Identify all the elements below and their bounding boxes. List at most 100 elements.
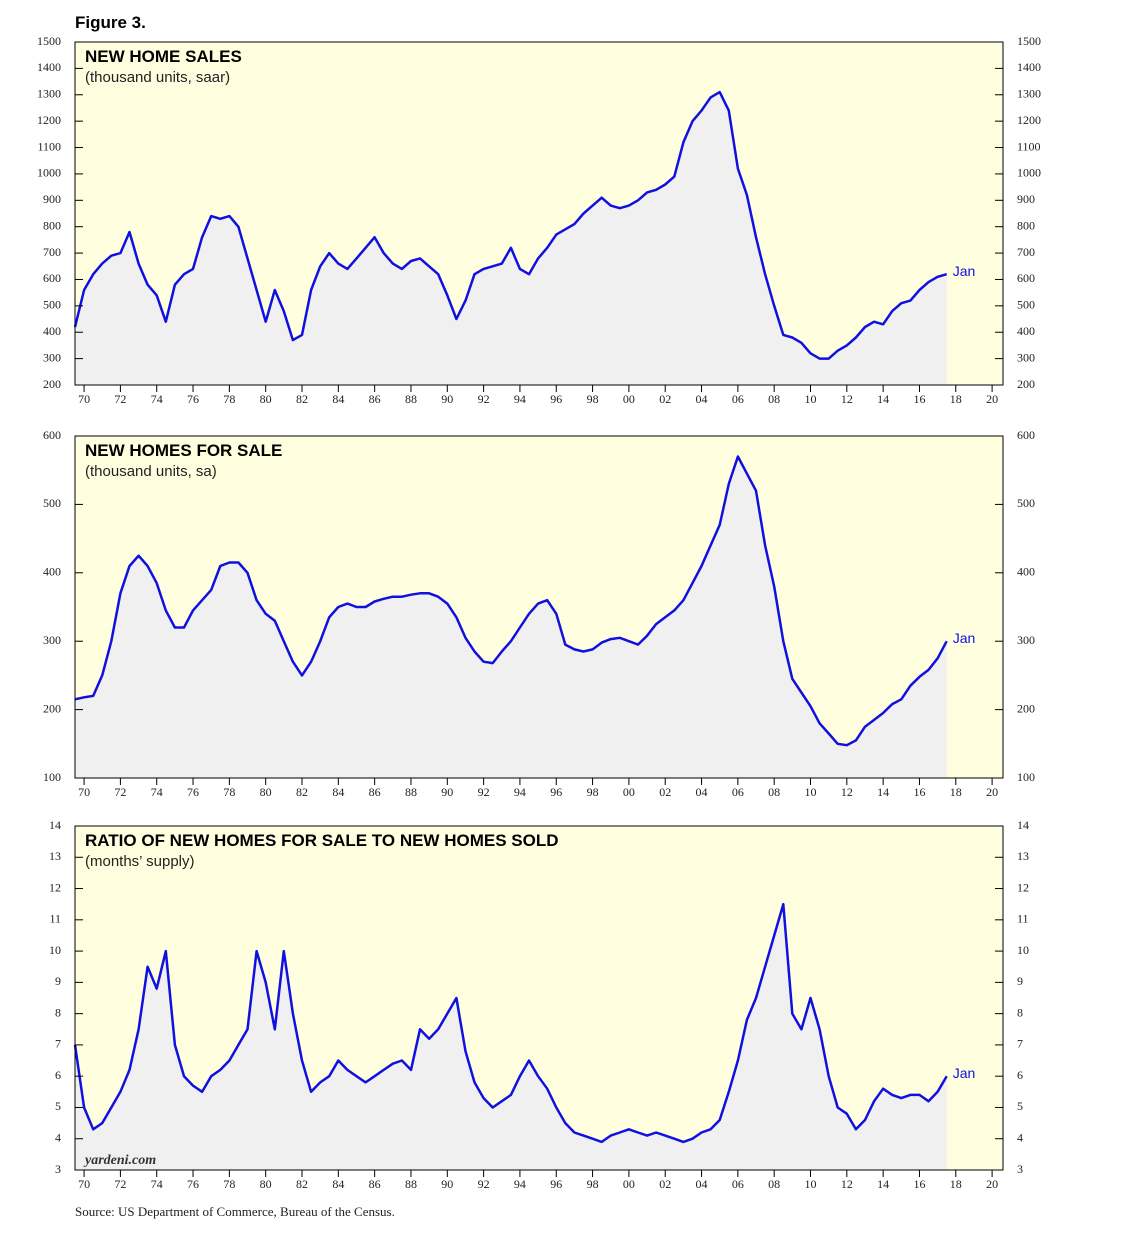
y-tick-label: 7	[55, 1037, 61, 1051]
series-line	[73, 902, 948, 1144]
x-tick-label: 18	[950, 1177, 962, 1191]
x-tick-label: 88	[405, 392, 417, 406]
y-tick-label: 500	[43, 496, 61, 510]
x-tick-label: 86	[369, 1177, 381, 1191]
y-tick-label: 200	[43, 377, 61, 391]
y-tick-label: 900	[43, 192, 61, 206]
series-line	[74, 455, 948, 747]
x-tick-label: 80	[260, 1177, 272, 1191]
x-tick-label: 04	[696, 1177, 708, 1191]
x-tick-label: 10	[804, 785, 816, 799]
x-tick-label: 78	[223, 1177, 235, 1191]
x-tick-label: 90	[441, 785, 453, 799]
y2-tick-label: 1000	[1017, 166, 1041, 180]
x-tick-label: 14	[877, 392, 889, 406]
x-tick-label: 86	[369, 785, 381, 799]
x-tick-label: 74	[151, 392, 163, 406]
x-tick-label: 08	[768, 1177, 780, 1191]
y2-tick-label: 100	[1017, 770, 1035, 784]
x-tick-label: 14	[877, 1177, 889, 1191]
y2-tick-label: 500	[1017, 496, 1035, 510]
plot-frame	[74, 825, 1004, 1171]
x-tick-label: 70	[78, 1177, 90, 1191]
x-tick-label: 12	[841, 392, 853, 406]
y2-tick-label: 14	[1017, 818, 1029, 832]
x-tick-label: 08	[768, 785, 780, 799]
y-tick-label: 400	[43, 565, 61, 579]
x-tick-label: 72	[114, 392, 126, 406]
y2-tick-label: 7	[1017, 1037, 1023, 1051]
y-tick-label: 13	[49, 849, 61, 863]
x-tick-label: 92	[478, 1177, 490, 1191]
y2-tick-label: 500	[1017, 298, 1035, 312]
x-tick-label: 78	[223, 785, 235, 799]
x-tick-label: 72	[114, 1177, 126, 1191]
x-tick-label: 92	[478, 785, 490, 799]
x-tick-label: 98	[587, 392, 599, 406]
x-tick-label: 86	[369, 392, 381, 406]
y-tick-label: 1300	[37, 87, 61, 101]
chart-title: NEW HOMES FOR SALE	[85, 441, 282, 460]
area	[75, 904, 947, 1170]
x-tick-label: 16	[913, 392, 925, 406]
annotation: Jan	[953, 1065, 976, 1081]
y-tick-label: 1200	[37, 113, 61, 127]
y-tick-label: 400	[43, 324, 61, 338]
x-tick-label: 02	[659, 1177, 671, 1191]
y-tick-label: 6	[55, 1068, 61, 1082]
x-tick-label: 10	[804, 1177, 816, 1191]
y-tick-label: 10	[49, 943, 61, 957]
x-tick-label: 18	[950, 392, 962, 406]
y2-tick-label: 9	[1017, 974, 1023, 988]
x-tick-label: 06	[732, 392, 744, 406]
y-tick-label: 500	[43, 298, 61, 312]
x-tick-label: 94	[514, 785, 526, 799]
y-tick-label: 8	[55, 1005, 61, 1019]
x-tick-label: 00	[623, 392, 635, 406]
x-tick-label: 98	[587, 785, 599, 799]
x-tick-label: 84	[332, 785, 344, 799]
y-tick-label: 600	[43, 428, 61, 442]
y2-tick-label: 3	[1017, 1162, 1023, 1176]
plot-frame	[74, 41, 1004, 386]
y2-tick-label: 13	[1017, 849, 1029, 863]
y2-tick-label: 1500	[1017, 34, 1041, 48]
x-tick-label: 06	[732, 785, 744, 799]
y-tick-label: 1000	[37, 166, 61, 180]
y2-tick-label: 900	[1017, 192, 1035, 206]
y2-tick-label: 800	[1017, 218, 1035, 232]
x-tick-label: 74	[151, 1177, 163, 1191]
series-line	[73, 90, 948, 360]
y2-tick-label: 300	[1017, 633, 1035, 647]
y-tick-label: 1100	[37, 139, 61, 153]
area	[75, 456, 947, 778]
y-tick-label: 3	[55, 1162, 61, 1176]
figure-label: Figure 3.	[75, 13, 146, 32]
x-tick-label: 12	[841, 785, 853, 799]
y2-tick-label: 700	[1017, 245, 1035, 259]
x-tick-label: 96	[550, 785, 562, 799]
y-tick-label: 100	[43, 770, 61, 784]
x-tick-label: 70	[78, 392, 90, 406]
y2-tick-label: 200	[1017, 377, 1035, 391]
x-tick-label: 74	[151, 785, 163, 799]
x-tick-label: 20	[986, 392, 998, 406]
chart-subtitle: (months’ supply)	[85, 853, 194, 870]
y2-tick-label: 1200	[1017, 113, 1041, 127]
x-tick-label: 00	[623, 1177, 635, 1191]
x-tick-label: 10	[804, 392, 816, 406]
x-tick-label: 82	[296, 785, 308, 799]
y-tick-label: 12	[49, 880, 61, 894]
y-tick-label: 300	[43, 633, 61, 647]
y2-tick-label: 8	[1017, 1005, 1023, 1019]
x-tick-label: 88	[405, 1177, 417, 1191]
y2-tick-label: 400	[1017, 565, 1035, 579]
x-tick-label: 12	[841, 1177, 853, 1191]
x-tick-label: 02	[659, 785, 671, 799]
y2-tick-label: 4	[1017, 1130, 1023, 1144]
y-tick-label: 14	[49, 818, 61, 832]
source-note: Source: US Department of Commerce, Burea…	[75, 1204, 395, 1219]
x-tick-label: 88	[405, 785, 417, 799]
chart-title: RATIO OF NEW HOMES FOR SALE TO NEW HOMES…	[85, 831, 559, 850]
